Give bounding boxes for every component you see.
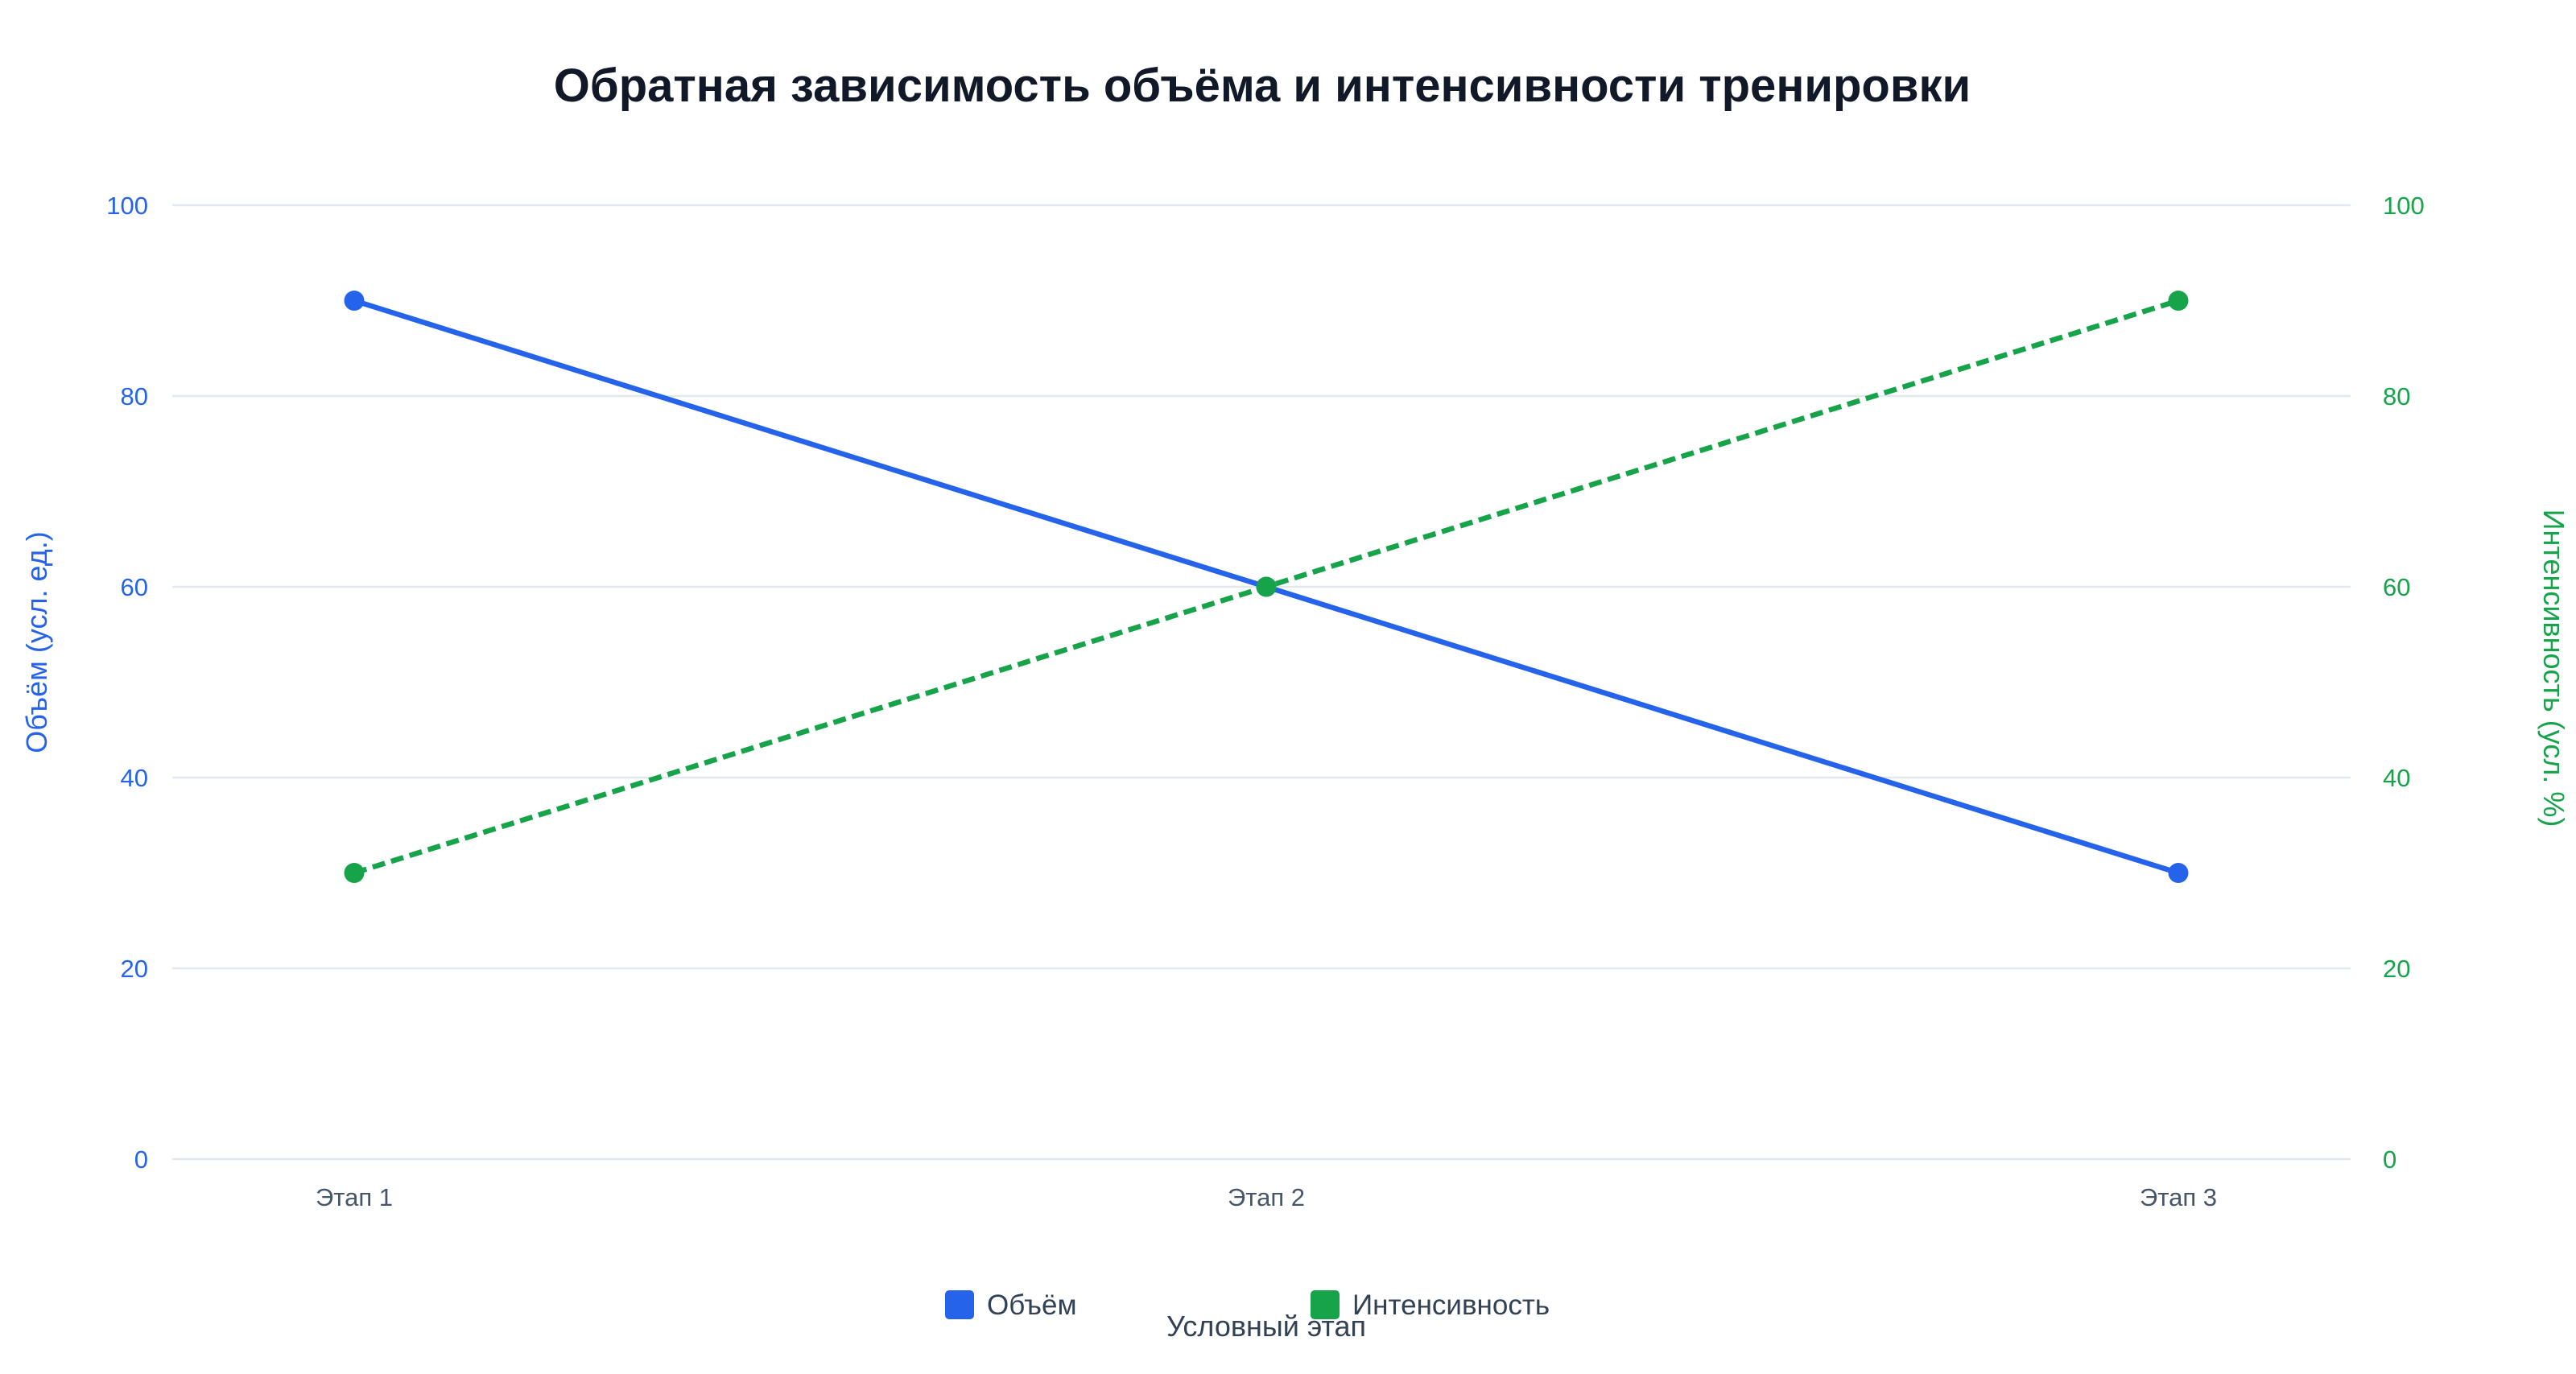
y-right-tick-label: 80 — [2383, 382, 2410, 411]
x-tick-label: Этап 3 — [2140, 1183, 2217, 1211]
y-right-tick-label: 40 — [2383, 764, 2410, 792]
right-axis-ticks: 0 20 40 60 80 100 — [2383, 192, 2425, 1174]
y-left-tick-label: 60 — [121, 573, 148, 601]
series-layer — [344, 291, 2189, 883]
legend-label: Объём — [987, 1289, 1077, 1321]
chart-title: Обратная зависимость объёма и интенсивно… — [554, 60, 1971, 112]
y-right-tick-label: 100 — [2383, 192, 2425, 220]
y-axis-left-title: Объём (усл. ед.) — [20, 531, 53, 753]
data-point-series-2 — [344, 863, 365, 883]
x-tick-label: Этап 1 — [316, 1183, 393, 1211]
y-right-tick-label: 0 — [2383, 1145, 2396, 1174]
y-left-tick-label: 80 — [121, 382, 148, 411]
y-left-tick-label: 0 — [134, 1145, 148, 1174]
y-right-tick-label: 60 — [2383, 573, 2410, 601]
legend-swatch — [1311, 1290, 1340, 1319]
legend-swatch — [945, 1290, 974, 1319]
y-left-tick-label: 40 — [121, 764, 148, 792]
data-point-series-1 — [344, 291, 365, 311]
data-point-series-1 — [2168, 863, 2189, 883]
grid-lines — [172, 204, 2351, 1161]
x-tick-label: Этап 2 — [1228, 1183, 1305, 1211]
y-left-tick-label: 100 — [106, 192, 148, 220]
legend: Объём Интенсивность — [945, 1289, 1550, 1321]
x-axis-ticks: Этап 1 Этап 2 Этап 3 — [316, 1183, 2217, 1211]
legend-label: Интенсивность — [1352, 1289, 1550, 1321]
left-axis-ticks: 0 20 40 60 80 100 — [106, 192, 148, 1174]
data-point-series-2 — [1256, 576, 1277, 597]
y-right-tick-label: 20 — [2383, 955, 2410, 983]
y-axis-right-title: Интенсивность (усл. %) — [2537, 510, 2570, 827]
data-point-series-2 — [2168, 291, 2189, 311]
y-left-tick-label: 20 — [121, 955, 148, 983]
